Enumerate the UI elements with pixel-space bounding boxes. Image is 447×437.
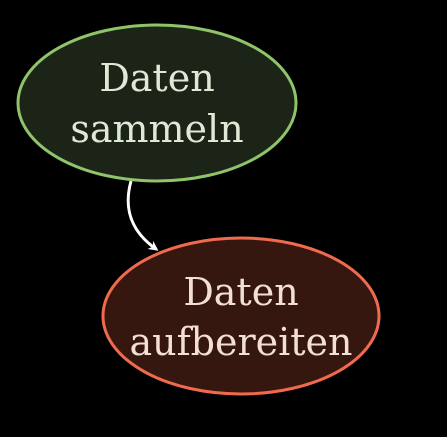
node-daten-sammeln-label-line-1: Daten	[99, 56, 214, 100]
node-daten-sammeln-label-line-2: sammeln	[70, 107, 243, 151]
node-daten-aufbereiten-shape	[101, 236, 381, 396]
edge-collect-to-prepare	[126, 180, 159, 251]
node-daten-sammeln-shape	[16, 23, 298, 183]
node-daten-aufbereiten-label-line-2: aufbereiten	[129, 320, 352, 364]
node-daten-sammeln: Daten sammeln	[16, 23, 298, 183]
node-daten-aufbereiten: Daten aufbereiten	[101, 236, 381, 396]
node-daten-aufbereiten-label-line-1: Daten	[183, 270, 298, 314]
